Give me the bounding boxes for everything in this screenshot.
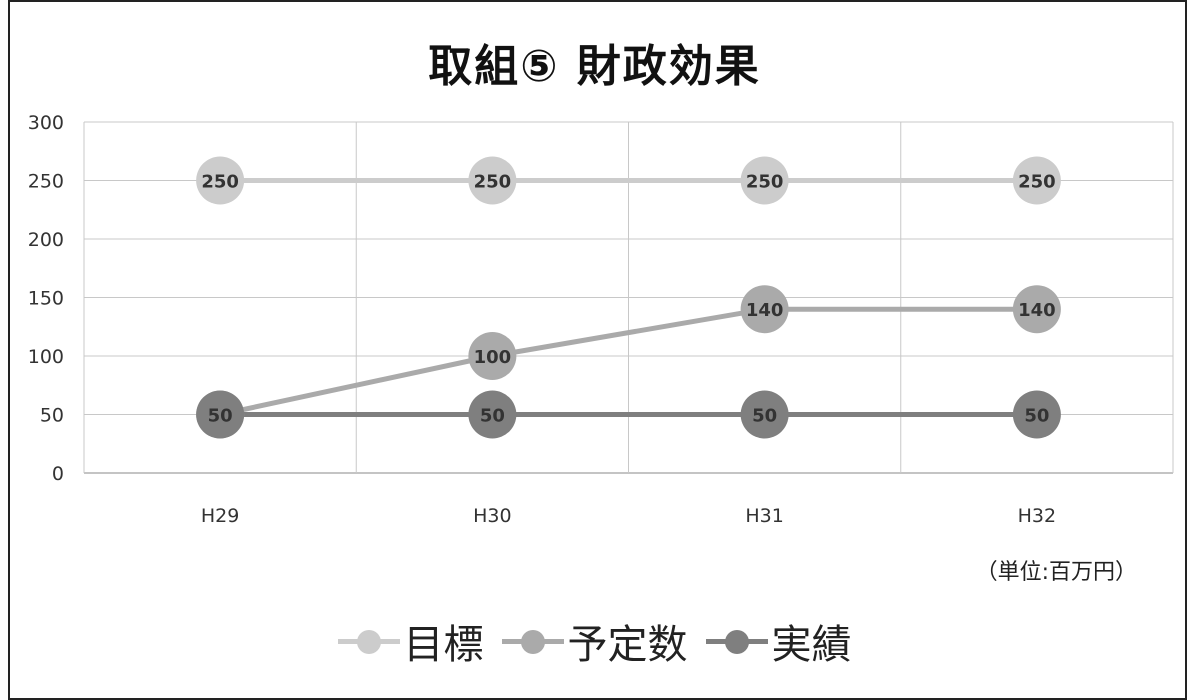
- series-1-point: [740, 285, 789, 334]
- series-2-point: [468, 390, 517, 439]
- y-tick-label: 200: [28, 229, 64, 251]
- data-label: 250: [1018, 172, 1056, 193]
- data-label: 50: [480, 406, 505, 427]
- series-0-point: [740, 156, 789, 205]
- x-tick-label: H32: [1018, 505, 1056, 527]
- plot-area: 0 50 100 150 200 250 300 H29 H30 H31 H32 250 250 250 2…: [28, 112, 1174, 527]
- series-0-point: [196, 156, 245, 205]
- data-label: 140: [746, 300, 784, 321]
- legend-item-1: 予定数: [501, 612, 688, 670]
- data-label: 100: [474, 347, 512, 368]
- series-2-point: [196, 390, 245, 439]
- x-tick-label: H30: [473, 505, 511, 527]
- legend-item-0: 目標: [337, 612, 484, 670]
- legend-label: 実績: [771, 622, 852, 668]
- y-tick-label: 50: [40, 405, 64, 427]
- unit-note: （単位:百万円）: [975, 560, 1137, 585]
- x-tick-label: H29: [201, 505, 239, 527]
- series-2-point: [740, 390, 789, 439]
- legend-item-2: 実績: [705, 612, 852, 670]
- y-tick-label: 250: [28, 171, 64, 193]
- series-2-point: [1012, 390, 1061, 439]
- legend-marker: [337, 621, 400, 661]
- series-line-1: [219, 306, 1037, 417]
- y-tick-label: 150: [28, 288, 64, 310]
- y-tick-label: 300: [28, 112, 64, 134]
- series-1-point: [468, 332, 517, 380]
- legend-label: 目標: [403, 622, 484, 668]
- data-label: 50: [752, 406, 777, 427]
- series-0-point: [468, 156, 517, 205]
- data-label: 50: [1024, 406, 1049, 427]
- legend-label: 予定数: [567, 622, 688, 668]
- data-label: 250: [474, 172, 512, 193]
- chart-frame: [8, 0, 1187, 700]
- series-0-point: [1012, 156, 1061, 205]
- data-label: 250: [746, 172, 784, 193]
- chart-title: 取組⑤ 財政効果: [428, 41, 761, 92]
- x-tick-label: H31: [745, 505, 783, 527]
- data-label: 250: [201, 172, 239, 193]
- series-1-point: [1012, 285, 1061, 334]
- legend: 目標 予定数 実績: [0, 612, 1189, 670]
- data-label: 50: [208, 406, 233, 427]
- data-label: 140: [1018, 300, 1056, 321]
- y-tick-label: 100: [28, 346, 64, 368]
- legend-marker: [501, 621, 564, 661]
- y-tick-label: 0: [52, 463, 64, 485]
- legend-marker: [705, 621, 768, 661]
